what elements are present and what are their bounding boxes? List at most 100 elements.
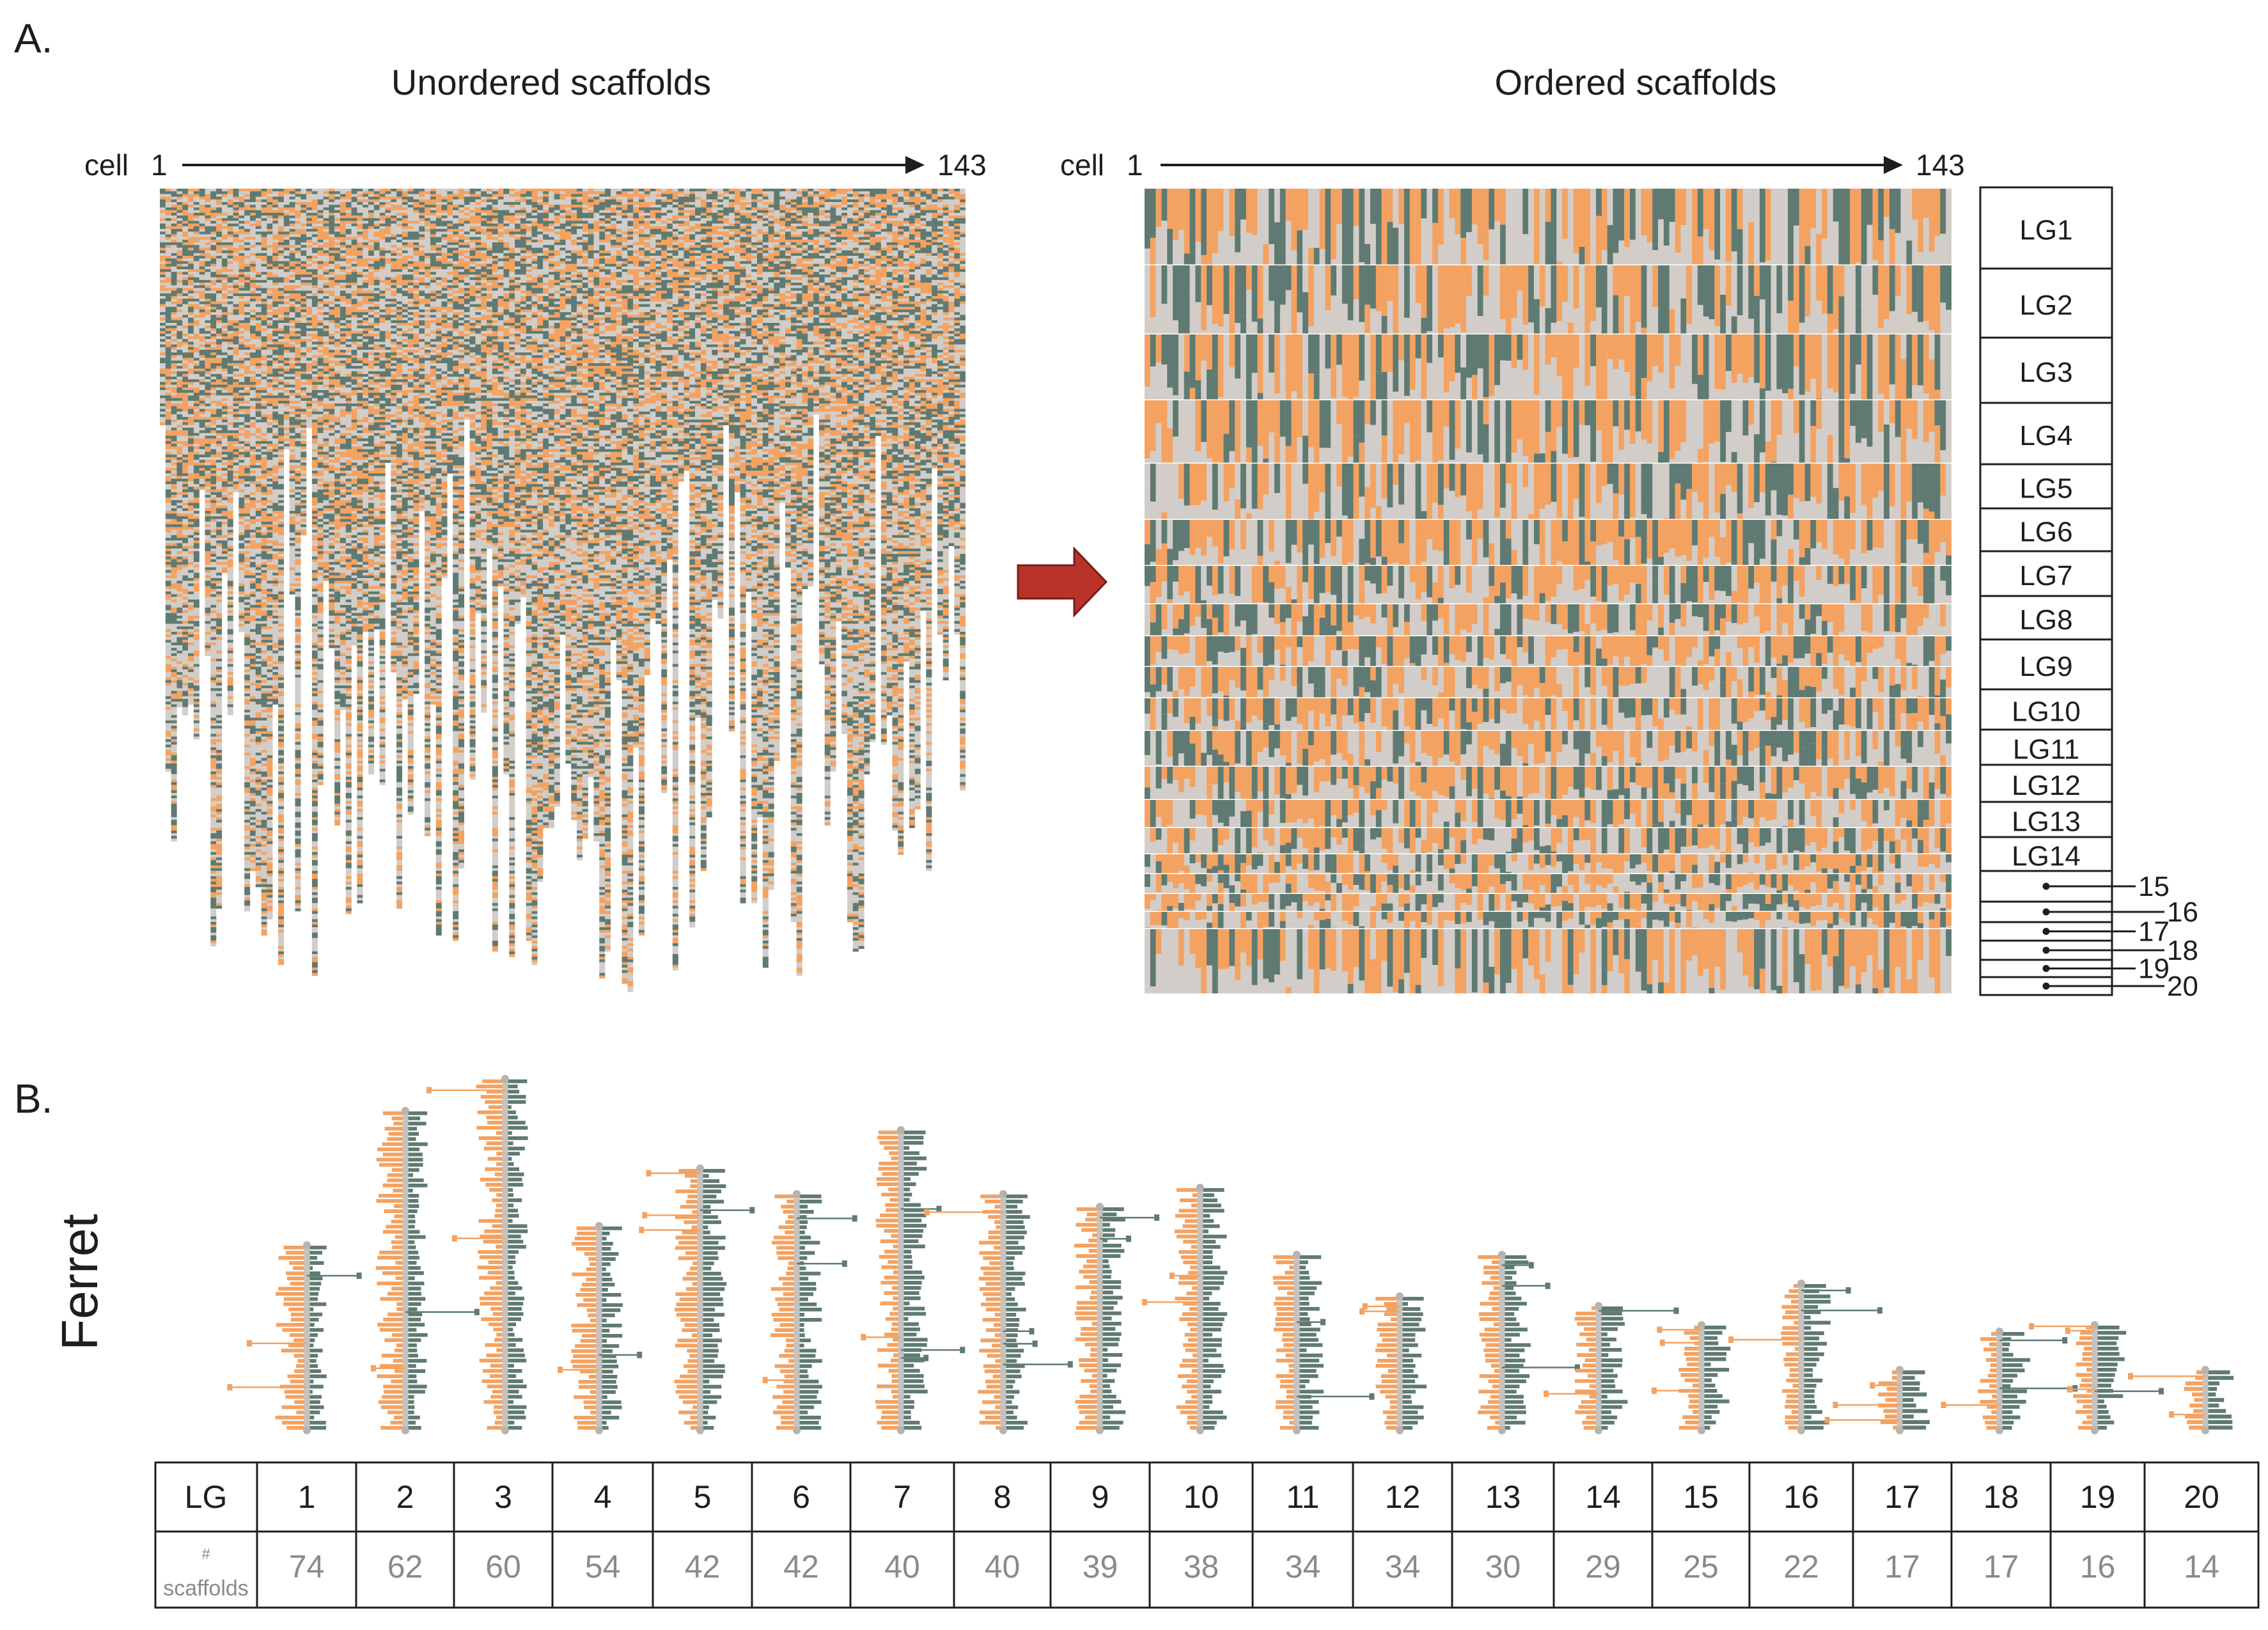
heatmap-cell bbox=[289, 417, 295, 420]
heatmap-cell bbox=[278, 830, 285, 834]
heatmap-cell bbox=[205, 419, 211, 423]
heatmap-cell bbox=[182, 239, 189, 243]
heatmap-cell bbox=[227, 196, 233, 200]
heatmap-cell bbox=[160, 328, 166, 331]
heatmap-cell bbox=[267, 868, 273, 872]
heatmap-cell bbox=[171, 511, 177, 514]
heatmap-cell bbox=[261, 559, 267, 563]
heatmap-cell bbox=[205, 519, 211, 522]
heatmap-cell bbox=[255, 798, 262, 801]
heatmap-cell bbox=[227, 221, 233, 224]
heatmap-cell bbox=[278, 250, 285, 254]
heatmap-cell bbox=[165, 494, 171, 498]
heatmap-cell bbox=[182, 696, 189, 700]
heatmap-cell bbox=[239, 266, 245, 270]
heatmap-cell bbox=[199, 320, 205, 324]
heatmap-cell bbox=[278, 441, 285, 444]
heatmap-cell bbox=[261, 841, 267, 845]
heatmap-cell bbox=[188, 258, 194, 262]
heatmap-cell bbox=[227, 521, 233, 525]
heatmap-cell bbox=[249, 419, 256, 423]
heatmap-cell bbox=[255, 613, 262, 616]
heatmap-cell bbox=[171, 739, 177, 742]
heatmap-cell bbox=[165, 476, 171, 479]
heatmap-cell bbox=[249, 516, 256, 519]
heatmap-cell bbox=[239, 545, 245, 549]
heatmap-cell bbox=[165, 272, 171, 275]
heatmap-cell bbox=[210, 597, 217, 600]
heatmap-cell bbox=[244, 205, 251, 208]
heatmap-cell bbox=[165, 535, 171, 538]
heatmap-cell bbox=[278, 655, 285, 659]
heatmap-cell bbox=[261, 693, 267, 697]
heatmap-cell bbox=[165, 237, 171, 240]
heatmap-cell bbox=[171, 363, 177, 366]
heatmap-cell bbox=[244, 529, 251, 533]
heatmap-cell bbox=[233, 467, 239, 471]
heatmap-cell bbox=[255, 411, 262, 415]
heatmap-cell bbox=[249, 323, 256, 326]
heatmap-cell bbox=[176, 653, 183, 657]
heatmap-cell bbox=[221, 508, 228, 512]
heatmap-cell bbox=[295, 363, 301, 366]
heatmap-cell bbox=[205, 454, 211, 458]
heatmap-cell bbox=[267, 847, 273, 850]
heatmap-cell bbox=[210, 377, 217, 380]
heatmap-cell bbox=[267, 336, 273, 340]
heatmap-cell bbox=[182, 527, 189, 530]
heatmap-cell bbox=[267, 726, 273, 729]
heatmap-cell bbox=[227, 664, 233, 667]
heatmap-cell bbox=[283, 191, 290, 194]
heatmap-cell bbox=[160, 395, 166, 398]
heatmap-cell bbox=[249, 325, 256, 329]
heatmap-cell bbox=[278, 368, 285, 372]
heatmap-cell bbox=[255, 868, 262, 872]
heatmap-cell bbox=[216, 820, 223, 823]
heatmap-cell bbox=[244, 669, 251, 673]
heatmap-cell bbox=[233, 341, 239, 345]
heatmap-cell bbox=[193, 239, 199, 243]
heatmap-cell bbox=[227, 288, 233, 291]
heatmap-cell bbox=[210, 524, 217, 528]
heatmap-cell bbox=[182, 336, 189, 340]
heatmap-cell bbox=[278, 446, 285, 450]
heatmap-cell bbox=[239, 618, 245, 622]
heatmap-cell bbox=[216, 328, 223, 331]
heatmap-cell bbox=[255, 561, 262, 565]
heatmap-cell bbox=[221, 387, 228, 391]
heatmap-cell bbox=[272, 462, 279, 466]
heatmap-cell bbox=[249, 387, 256, 391]
heatmap-cell bbox=[295, 344, 301, 348]
heatmap-cell bbox=[239, 312, 245, 315]
heatmap-cell bbox=[205, 462, 211, 466]
heatmap-cell bbox=[267, 323, 273, 326]
heatmap-cell bbox=[216, 333, 223, 337]
heatmap-cell bbox=[171, 701, 177, 705]
heatmap-cell bbox=[221, 503, 228, 506]
heatmap-cell bbox=[188, 680, 194, 684]
heatmap-cell bbox=[193, 610, 199, 613]
heatmap-cell bbox=[233, 478, 239, 482]
heatmap-cell bbox=[205, 494, 211, 498]
heatmap-cell bbox=[171, 409, 177, 412]
heatmap-cell bbox=[278, 599, 285, 603]
heatmap-cell bbox=[188, 648, 194, 651]
heatmap-cell bbox=[193, 336, 199, 340]
heatmap-cell bbox=[267, 586, 273, 590]
heatmap-cell bbox=[210, 363, 217, 366]
heatmap-cell bbox=[249, 822, 256, 826]
heatmap-cell bbox=[216, 623, 223, 627]
heatmap-cell bbox=[210, 707, 217, 710]
heatmap-cell bbox=[278, 382, 285, 385]
heatmap-cell bbox=[249, 242, 256, 246]
heatmap-cell bbox=[255, 610, 262, 613]
heatmap-cell bbox=[227, 398, 233, 402]
heatmap-cell bbox=[171, 487, 177, 490]
heatmap-cell bbox=[205, 422, 211, 425]
heatmap-cell bbox=[182, 306, 189, 310]
heatmap-cell bbox=[210, 588, 217, 592]
heatmap-cell bbox=[249, 583, 256, 586]
heatmap-cell bbox=[188, 274, 194, 278]
heatmap-cell bbox=[160, 373, 166, 377]
heatmap-cell bbox=[239, 476, 245, 479]
